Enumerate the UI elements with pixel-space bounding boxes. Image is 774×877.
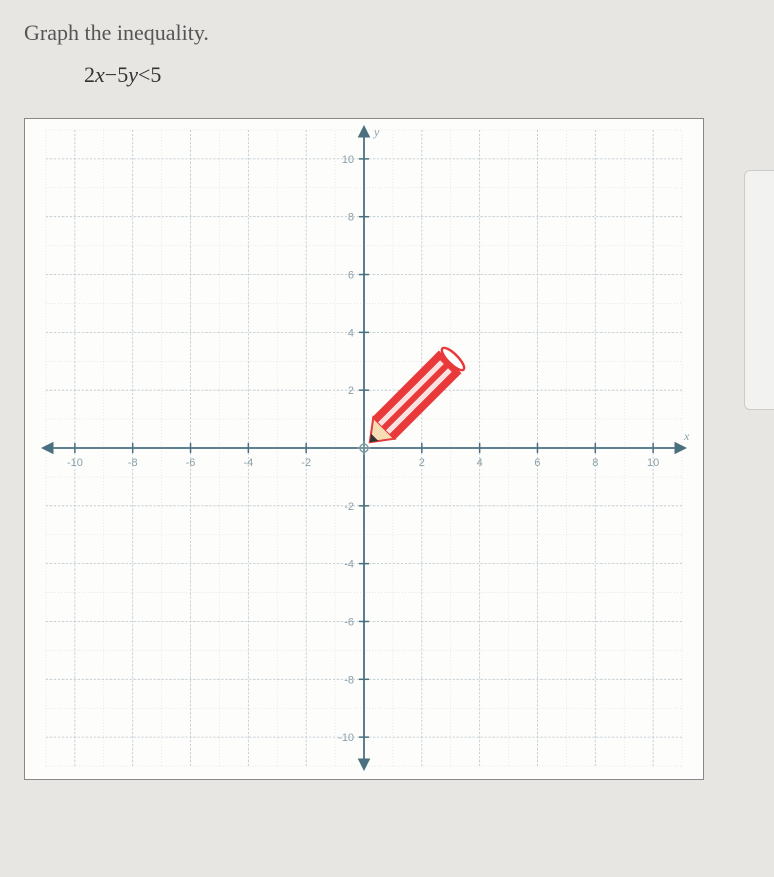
prompt-text: Graph the inequality. [24,20,750,46]
svg-text:10: 10 [647,457,659,469]
coef-a: 2 [84,62,95,87]
svg-text:8: 8 [592,457,598,469]
svg-text:-2: -2 [301,457,311,469]
svg-text:y: y [373,125,380,139]
svg-text:2: 2 [419,457,425,469]
svg-text:8: 8 [348,212,354,224]
svg-text:-6: -6 [344,616,354,628]
svg-text:4: 4 [348,327,354,339]
svg-text:2: 2 [348,385,354,397]
svg-text:6: 6 [348,270,354,282]
svg-text:-10: -10 [338,732,354,744]
svg-text:10: 10 [342,154,354,166]
side-toolbar[interactable] [744,170,774,410]
svg-text:-10: -10 [67,457,83,469]
svg-text:-2: -2 [344,501,354,513]
minus-op: − [105,62,117,87]
relation-op: < [138,62,150,87]
svg-text:6: 6 [534,457,540,469]
svg-text:-8: -8 [128,457,138,469]
var-x: x [95,62,105,87]
inequality-expression: 2x−5y<5 [84,62,750,88]
svg-text:-6: -6 [186,457,196,469]
svg-text:-4: -4 [243,457,253,469]
coordinate-plane: -10 -8 -6 -4 -2 2 4 6 8 10 -10 -8 -6 -4 -2 2 4 6 8 10 x y [25,119,703,779]
svg-text:-4: -4 [344,559,354,571]
svg-text:4: 4 [477,457,483,469]
rhs-val: 5 [150,62,161,87]
var-y: y [128,62,138,87]
svg-text:x: x [683,429,690,443]
svg-text:-8: -8 [344,674,354,686]
coef-b: 5 [117,62,128,87]
graph-canvas[interactable]: -10 -8 -6 -4 -2 2 4 6 8 10 -10 -8 -6 -4 -2 2 4 6 8 10 x y [24,118,704,780]
